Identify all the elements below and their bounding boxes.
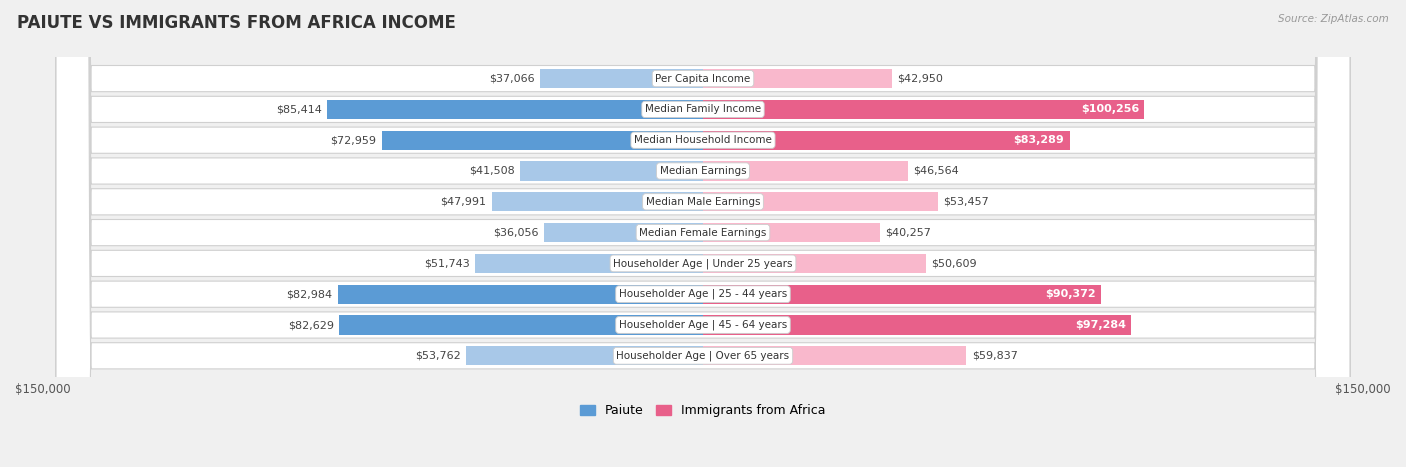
FancyBboxPatch shape: [56, 0, 1350, 467]
Bar: [703, 254, 925, 273]
Bar: [703, 223, 880, 242]
Bar: [703, 315, 1132, 334]
FancyBboxPatch shape: [56, 0, 1350, 467]
Bar: [703, 131, 1070, 150]
Bar: [337, 285, 703, 304]
Text: $82,629: $82,629: [288, 320, 335, 330]
Text: Median Earnings: Median Earnings: [659, 166, 747, 176]
Bar: [328, 100, 703, 119]
Text: $41,508: $41,508: [470, 166, 515, 176]
Text: Householder Age | 25 - 44 years: Householder Age | 25 - 44 years: [619, 289, 787, 299]
Text: $42,950: $42,950: [897, 74, 943, 84]
Bar: [703, 69, 891, 88]
FancyBboxPatch shape: [56, 0, 1350, 467]
FancyBboxPatch shape: [56, 0, 1350, 467]
Text: $36,056: $36,056: [494, 227, 538, 238]
Text: $53,457: $53,457: [943, 197, 990, 207]
Bar: [382, 131, 703, 150]
Text: $47,991: $47,991: [440, 197, 486, 207]
Text: Median Female Earnings: Median Female Earnings: [640, 227, 766, 238]
FancyBboxPatch shape: [56, 0, 1350, 467]
Text: $37,066: $37,066: [489, 74, 534, 84]
Text: Householder Age | Under 25 years: Householder Age | Under 25 years: [613, 258, 793, 269]
Text: Median Male Earnings: Median Male Earnings: [645, 197, 761, 207]
Bar: [492, 192, 703, 212]
Text: $100,256: $100,256: [1081, 105, 1139, 114]
FancyBboxPatch shape: [56, 0, 1350, 467]
Text: Median Family Income: Median Family Income: [645, 105, 761, 114]
Text: $83,289: $83,289: [1014, 135, 1064, 145]
Bar: [467, 346, 703, 365]
Bar: [703, 162, 908, 181]
Text: $40,257: $40,257: [886, 227, 931, 238]
FancyBboxPatch shape: [56, 0, 1350, 467]
Bar: [703, 285, 1101, 304]
Text: $85,414: $85,414: [276, 105, 322, 114]
Text: Source: ZipAtlas.com: Source: ZipAtlas.com: [1278, 14, 1389, 24]
Bar: [703, 192, 938, 212]
Text: $50,609: $50,609: [931, 258, 977, 269]
Text: PAIUTE VS IMMIGRANTS FROM AFRICA INCOME: PAIUTE VS IMMIGRANTS FROM AFRICA INCOME: [17, 14, 456, 32]
Bar: [475, 254, 703, 273]
Text: $72,959: $72,959: [330, 135, 377, 145]
FancyBboxPatch shape: [56, 0, 1350, 467]
Text: Householder Age | 45 - 64 years: Householder Age | 45 - 64 years: [619, 320, 787, 330]
Bar: [703, 100, 1144, 119]
Text: $90,372: $90,372: [1045, 289, 1095, 299]
Text: Householder Age | Over 65 years: Householder Age | Over 65 years: [616, 351, 790, 361]
Legend: Paiute, Immigrants from Africa: Paiute, Immigrants from Africa: [575, 399, 831, 422]
Text: $59,837: $59,837: [972, 351, 1018, 361]
Bar: [540, 69, 703, 88]
FancyBboxPatch shape: [56, 0, 1350, 467]
Text: Per Capita Income: Per Capita Income: [655, 74, 751, 84]
Bar: [339, 315, 703, 334]
Text: $97,284: $97,284: [1076, 320, 1126, 330]
Text: $82,984: $82,984: [287, 289, 332, 299]
Text: $53,762: $53,762: [415, 351, 461, 361]
FancyBboxPatch shape: [56, 0, 1350, 467]
Bar: [520, 162, 703, 181]
Text: $46,564: $46,564: [914, 166, 959, 176]
Text: $51,743: $51,743: [425, 258, 470, 269]
Bar: [544, 223, 703, 242]
Bar: [703, 346, 966, 365]
Text: Median Household Income: Median Household Income: [634, 135, 772, 145]
